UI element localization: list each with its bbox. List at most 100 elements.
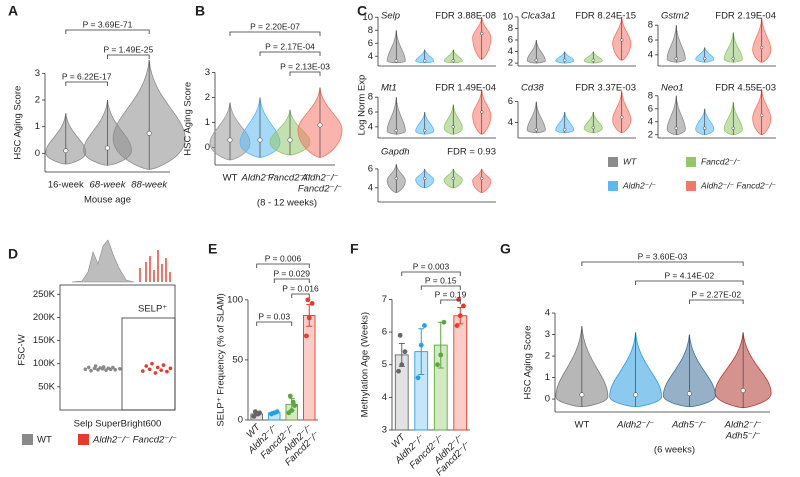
y-tick-label: 6 xyxy=(508,35,513,46)
legend-swatch xyxy=(608,181,618,191)
median xyxy=(480,176,484,181)
panel-letter: F xyxy=(350,241,359,257)
p-value: P = 4.14E-02 xyxy=(665,270,715,280)
median xyxy=(480,110,484,114)
panel-letter: A xyxy=(8,3,18,19)
y-tick-label: 0 xyxy=(545,394,550,405)
significance-bracket xyxy=(581,261,744,266)
fdr: FDR = 0.93 xyxy=(447,147,496,158)
y-tick-label: 3 xyxy=(545,329,550,340)
y-tick-label: 7 xyxy=(382,294,387,305)
p-value: P = 0.003 xyxy=(413,261,450,271)
fdr: FDR 3.37E-03 xyxy=(575,83,636,94)
p-value: P = 0.016 xyxy=(282,283,319,293)
significance-bracket xyxy=(65,29,150,34)
point xyxy=(83,367,88,372)
x-tick-label: 16-week xyxy=(48,180,84,191)
point xyxy=(93,364,98,368)
y-tick-label: 6 xyxy=(382,327,387,338)
y-tick-label: 2 xyxy=(508,58,513,69)
y-tick-label: 10 xyxy=(502,11,513,22)
y-tick-label: 6 xyxy=(648,103,653,114)
legend-label: WT xyxy=(37,435,52,446)
median xyxy=(579,392,585,398)
p-value: P = 2.17E-04 xyxy=(265,41,315,51)
significance-bracket xyxy=(273,278,310,283)
point xyxy=(255,411,261,417)
median xyxy=(63,148,69,154)
median xyxy=(674,126,678,130)
significance-bracket xyxy=(65,81,108,86)
median xyxy=(674,56,678,61)
median xyxy=(451,59,455,63)
median xyxy=(423,128,427,133)
legend-label: Aldh2⁻/⁻ xyxy=(622,180,656,190)
y-tick-label: 0 xyxy=(238,415,243,426)
significance-bracket xyxy=(107,54,150,59)
y-tick-label: 100 xyxy=(227,294,243,305)
p-value: P = 3.69E-71 xyxy=(83,19,133,29)
y-tick-label: 0 xyxy=(205,142,210,153)
y-tick-label: 3 xyxy=(205,67,210,78)
median xyxy=(394,176,398,181)
p-value: P = 2.20E-07 xyxy=(250,21,300,31)
point xyxy=(274,409,280,414)
point xyxy=(402,349,408,355)
y-tick-label: 4 xyxy=(545,308,550,319)
significance-bracket xyxy=(420,285,461,290)
significance-bracket xyxy=(688,299,744,304)
y-axis-label: HSC Aging Score xyxy=(183,82,194,156)
point xyxy=(111,365,115,370)
legend-label: Aldh2⁻/⁻ Fancd2⁻/⁻ xyxy=(700,180,776,190)
bar xyxy=(453,315,468,431)
point xyxy=(422,323,427,328)
fdr: FDR 2.19E-04 xyxy=(715,11,776,22)
y-tick-label: 200K xyxy=(33,312,56,323)
point xyxy=(113,367,117,372)
gene-name: Neo1 xyxy=(661,83,684,94)
significance-bracket xyxy=(259,51,321,56)
median xyxy=(257,137,263,143)
p-value: P = 1.49E-25 xyxy=(103,44,153,54)
point xyxy=(147,367,152,372)
point xyxy=(461,303,466,309)
point xyxy=(292,403,298,408)
y-tick-label: 4 xyxy=(368,182,373,193)
point xyxy=(438,352,444,358)
y-tick-label: 4 xyxy=(382,392,387,403)
legend-label: WT xyxy=(623,156,637,166)
median xyxy=(451,125,455,129)
point xyxy=(397,332,403,338)
legend-swatch xyxy=(78,434,89,445)
legend-swatch xyxy=(608,157,618,167)
point xyxy=(303,333,309,339)
gene-name: Gstm2 xyxy=(661,11,690,22)
y-tick-label: 2 xyxy=(205,92,210,103)
significance-bracket xyxy=(256,263,310,268)
median xyxy=(760,45,764,50)
p-value: P = 0.19 xyxy=(435,289,467,299)
point xyxy=(418,342,424,348)
median xyxy=(760,113,764,117)
point xyxy=(457,313,463,319)
x-tick-label: WT xyxy=(574,420,589,431)
y-tick-label: 8 xyxy=(368,25,373,36)
point xyxy=(441,319,447,325)
x-tick-label: Adh5⁻/⁻ xyxy=(671,420,707,431)
bar xyxy=(303,315,316,421)
point xyxy=(396,368,401,374)
x-tick-label: Adh5⁻/⁻ xyxy=(725,431,761,442)
gene-name: Mt1 xyxy=(381,83,397,94)
y-tick-label: 8 xyxy=(648,90,653,101)
median xyxy=(105,145,110,151)
panel-letter: D xyxy=(8,246,18,262)
p-value: P = 6.22E-17 xyxy=(62,71,112,81)
significance-bracket xyxy=(289,71,321,76)
y-tick-label: 5 xyxy=(382,359,387,370)
y-tick-label: 10 xyxy=(362,12,373,23)
y-axis-label: HSC Aging Score xyxy=(523,326,534,400)
x-tick-label: 68-week xyxy=(90,180,127,191)
point xyxy=(306,315,312,321)
x-axis-label: Selp SuperBright600 xyxy=(74,419,162,430)
x-tick-label: Aldh2⁻/⁻ xyxy=(301,173,339,184)
